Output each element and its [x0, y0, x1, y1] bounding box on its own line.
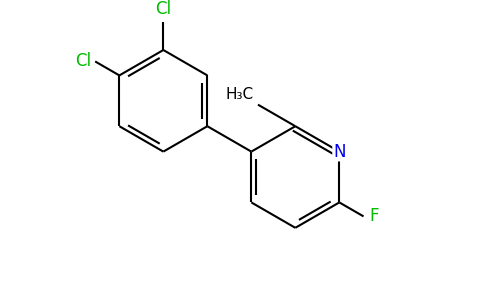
Text: Cl: Cl [75, 52, 91, 70]
Text: Cl: Cl [155, 0, 171, 18]
Text: N: N [333, 142, 346, 160]
Text: F: F [370, 207, 379, 225]
Text: H₃C: H₃C [226, 87, 254, 102]
